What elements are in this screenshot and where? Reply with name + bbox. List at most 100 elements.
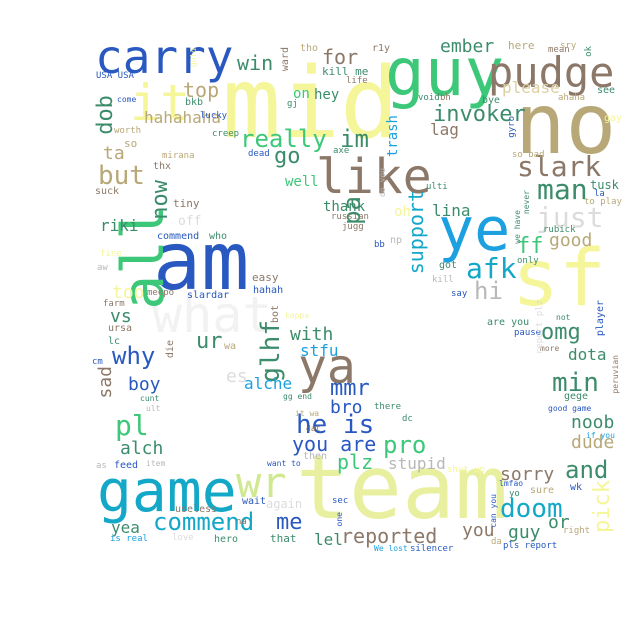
word-lag: lag — [430, 120, 459, 139]
word-commend-large: commend — [153, 508, 255, 536]
word-usa-usa: USA USA — [96, 71, 134, 81]
word-you: you — [462, 520, 495, 541]
word-vs: vs — [110, 306, 132, 327]
word-suck: suck — [95, 186, 120, 197]
word-if-you: if you — [586, 431, 615, 440]
word-it-wa: it wa — [295, 409, 320, 418]
word-ff: ff — [517, 234, 544, 259]
word-pl: pl — [115, 409, 149, 442]
word-off: off — [178, 214, 202, 229]
word-la: la — [594, 189, 605, 199]
word-sure: sure — [530, 485, 555, 496]
word-gay: gay — [604, 113, 623, 124]
word-got: got — [439, 260, 458, 271]
word-tiny: tiny — [173, 197, 200, 210]
word-more: more — [540, 344, 560, 353]
word-qop: qop — [94, 95, 119, 135]
word-man: man — [537, 173, 588, 206]
word-too: too — [112, 282, 145, 303]
word-report-plz: report plz — [535, 300, 545, 355]
word-sry: sry — [560, 41, 577, 51]
word-pick: pick — [590, 480, 615, 533]
word-hey: hey — [314, 87, 340, 103]
word-kill-me: kill me — [322, 65, 369, 78]
word-we-lost: We lost — [374, 544, 408, 553]
word-never: never — [522, 190, 531, 215]
word-ye: ye — [438, 195, 511, 265]
word-da: da — [491, 537, 502, 547]
word-boy: boy — [128, 374, 161, 395]
word-invoker: invoker — [433, 102, 526, 127]
word-dc: dc — [402, 414, 413, 424]
word-we-have: we have — [513, 210, 522, 244]
word-alch: alch — [120, 438, 164, 459]
word-support: support — [404, 190, 428, 275]
word-wa: wa — [224, 341, 237, 352]
word-can-you: can you — [489, 494, 498, 528]
word-top: top — [183, 78, 220, 102]
word-player: player — [595, 300, 606, 337]
word-slardar: slardar — [187, 290, 230, 301]
word-do-you: do you — [378, 168, 387, 197]
word-thank: thank — [323, 199, 366, 215]
word-hahahaha: hahahaha — [144, 108, 222, 127]
word-bot: bot — [270, 305, 281, 324]
word-just: just — [536, 201, 604, 234]
word-ta: ta — [103, 143, 125, 164]
word-axe: axe — [333, 146, 350, 156]
word-but: but — [98, 161, 145, 191]
word-with: with — [290, 324, 334, 345]
word-bye: bye — [482, 95, 501, 106]
word-silencer: silencer — [410, 544, 454, 554]
word-lmfao: lmfao — [499, 479, 524, 488]
word-he-is: he is — [296, 410, 375, 440]
word-useless: useless — [175, 504, 218, 515]
word-kill: kill — [432, 275, 454, 285]
word-am: am — [153, 215, 250, 308]
word-ur: ur — [196, 329, 223, 354]
word-as: as — [96, 461, 107, 471]
word-afk: afk — [466, 252, 517, 285]
word-what: what — [152, 286, 273, 344]
word-peruvian: peruvian — [611, 355, 620, 394]
word-rubick: rubick — [543, 225, 576, 235]
word-void: void — [418, 93, 440, 103]
word-sorry: sorry — [500, 464, 555, 485]
word-come: come — [117, 95, 137, 104]
word-not: not — [556, 313, 571, 322]
word-r1y: r1y — [372, 43, 391, 54]
word-gyro: gyro — [507, 116, 517, 138]
word-please: please — [502, 78, 560, 97]
word-hahah: hahah — [253, 285, 284, 296]
word-die: die — [165, 340, 176, 359]
word-min: min — [552, 368, 599, 398]
word-pro: pro — [383, 431, 427, 459]
word-love: love — [172, 533, 194, 543]
word-now: now — [148, 180, 173, 220]
word-ya: ya — [298, 339, 356, 395]
word-see: see — [597, 85, 616, 96]
word-lc: lc — [108, 336, 121, 347]
word-oh: oh — [394, 204, 411, 220]
word-who: who — [209, 231, 228, 242]
word-bro: bro — [330, 397, 363, 418]
word-only: only — [517, 256, 539, 266]
word-item: item — [146, 459, 166, 468]
word-hero: hero — [214, 534, 239, 545]
word-team: team — [296, 436, 508, 539]
word-are-you: are you — [487, 317, 530, 328]
word-win: win — [237, 51, 274, 75]
word-pls-report: pls report — [503, 541, 558, 551]
word-again: again — [266, 497, 303, 511]
word-dude: dude — [571, 432, 615, 453]
word-no: no — [515, 75, 617, 173]
word-gg-end: gg end — [283, 392, 312, 401]
word-why: why — [112, 342, 156, 370]
word-ahaha: ahaha — [558, 93, 586, 103]
word-bh: bh — [440, 93, 451, 103]
word-ult: ult — [146, 404, 161, 413]
word-thx: thx — [153, 161, 172, 172]
word-dead: dead — [248, 149, 270, 159]
word-pause: pause — [514, 328, 542, 338]
word-feed: feed — [114, 460, 139, 471]
